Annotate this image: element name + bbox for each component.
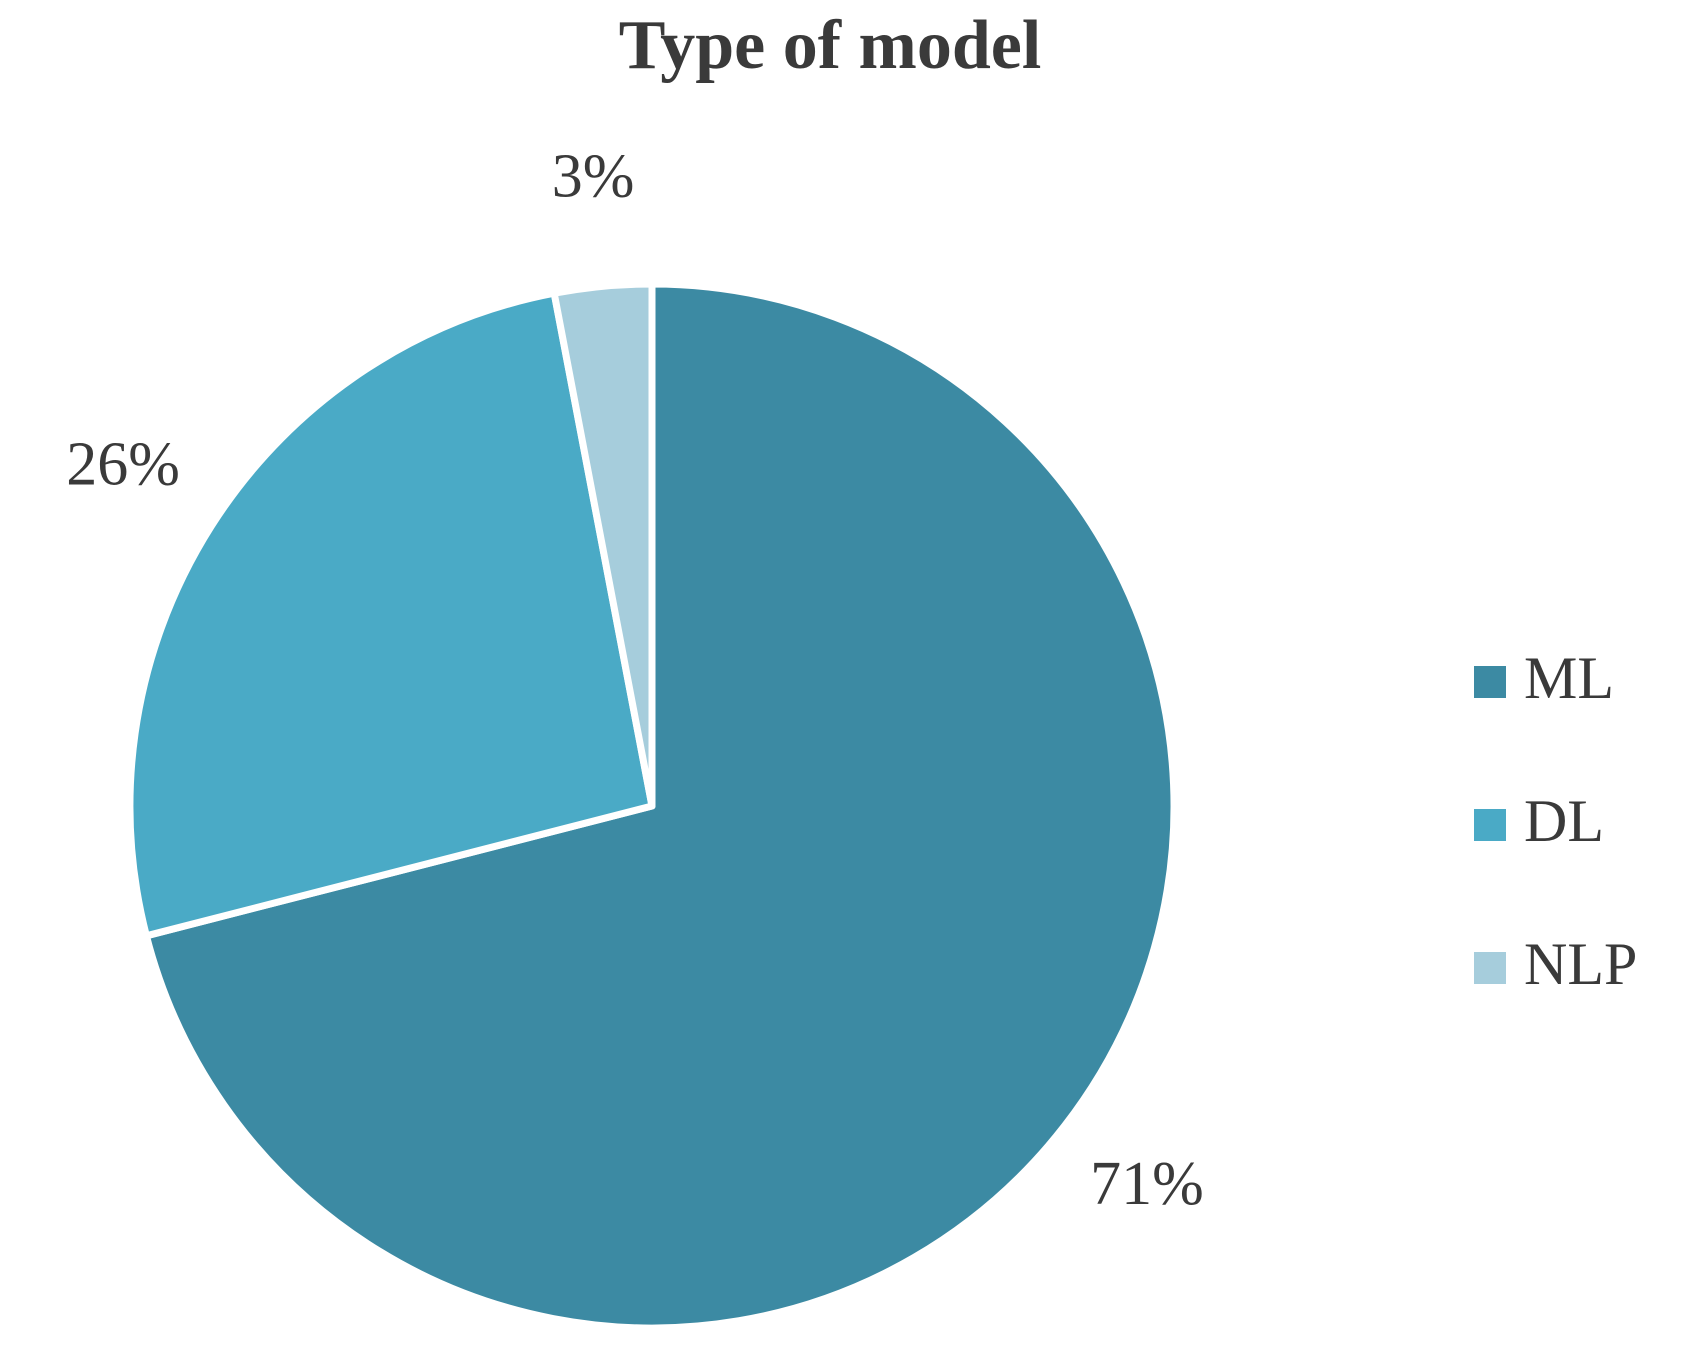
legend-swatch [1474, 809, 1506, 841]
legend-label: NLP [1524, 931, 1637, 997]
legend-swatch [1474, 666, 1506, 698]
legend-label: DL [1524, 788, 1604, 854]
pie-slice [550, 280, 656, 810]
pie-slice [126, 289, 656, 940]
data-label: 71% [1090, 1150, 1204, 1218]
data-label: 26% [66, 431, 180, 499]
legend-label: ML [1524, 645, 1614, 711]
chart-title: Type of model [619, 7, 1042, 84]
pie-slice [142, 280, 1178, 1332]
data-label: 3% [552, 143, 635, 211]
legend-swatch [1474, 952, 1506, 984]
